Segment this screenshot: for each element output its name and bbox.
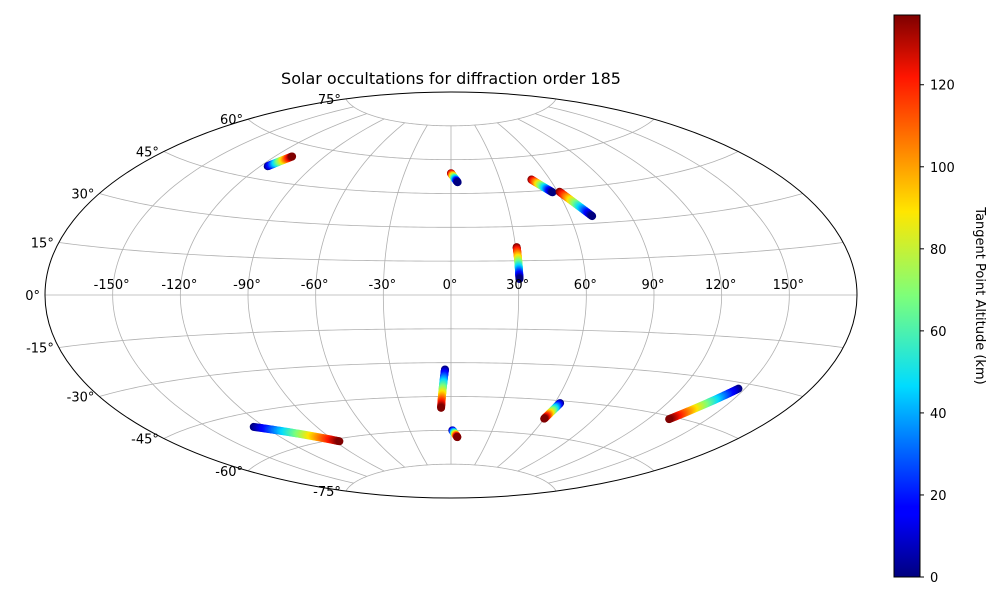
data-point — [540, 414, 549, 423]
latitude-tick-label: -60° — [215, 465, 243, 480]
occultation-track — [437, 365, 449, 412]
colorbar-tick-label: 80 — [930, 243, 947, 258]
colorbar-tick-label: 0 — [930, 571, 938, 586]
longitude-tick-labels: -150° -120° -90° -60° -30° 0° 30° 60° 90° 120° 150… — [94, 278, 804, 293]
data-point — [453, 178, 462, 187]
colorbar-tick-label: 20 — [930, 489, 947, 504]
data-point — [665, 415, 674, 424]
longitude-tick-label: 30° — [506, 278, 529, 293]
colorbar-tick-label: 120 — [930, 79, 955, 94]
latitude-tick-label: -45° — [131, 433, 159, 448]
colorbar-label: Tangent Point Altitude (km) — [972, 206, 987, 384]
data-point — [335, 437, 344, 446]
map-boundary — [44, 91, 858, 499]
colorbar-tick-label: 60 — [930, 325, 947, 340]
latitude-tick-label: -30° — [67, 391, 95, 406]
occultation-track — [555, 187, 597, 221]
data-points — [249, 152, 743, 446]
longitude-gridline — [474, 124, 520, 466]
longitude-gridline — [517, 118, 655, 472]
longitude-tick-label: 60° — [574, 278, 597, 293]
latitude-gridline — [345, 98, 557, 127]
occultation-track — [447, 169, 462, 187]
data-point — [453, 433, 462, 442]
chart-title: Solar occultations for diffraction order… — [281, 69, 621, 88]
latitude-tick-labels: 75° 60° 45° 30° 15° 0° -15° -30° -45° -60° -75° — [25, 93, 341, 500]
occultation-track — [512, 243, 524, 284]
longitude-tick-label: -90° — [233, 278, 261, 293]
longitude-tick-label: 120° — [705, 278, 736, 293]
occultation-track — [665, 384, 743, 424]
data-point — [437, 403, 446, 412]
latitude-gridline — [345, 463, 557, 492]
longitude-gridline — [112, 106, 354, 484]
data-point — [548, 188, 557, 197]
longitude-tick-label: 90° — [641, 278, 664, 293]
longitude-gridline — [382, 124, 428, 466]
latitude-tick-label: 60° — [220, 113, 243, 128]
latitude-tick-label: 15° — [31, 236, 54, 251]
longitude-tick-label: -150° — [94, 278, 130, 293]
colorbar-tick-label: 40 — [930, 407, 947, 422]
longitude-gridline — [535, 113, 723, 477]
longitude-gridline — [315, 122, 406, 468]
latitude-tick-label: -15° — [26, 342, 54, 357]
data-point — [515, 275, 524, 284]
latitude-tick-label: 45° — [136, 145, 159, 160]
occultation-track — [249, 422, 344, 446]
longitude-gridline — [247, 118, 385, 472]
latitude-tick-label: 30° — [71, 188, 94, 203]
colorbar — [893, 14, 921, 578]
data-point — [288, 152, 297, 161]
latitude-tick-label: -75° — [313, 485, 341, 500]
latitude-tick-label: 0° — [25, 289, 40, 304]
occultation-track — [527, 175, 557, 197]
longitude-tick-label: -60° — [301, 278, 329, 293]
longitude-tick-label: -120° — [161, 278, 197, 293]
longitude-tick-label: 0° — [443, 278, 458, 293]
map-grid — [45, 98, 857, 492]
occultation-track — [448, 426, 462, 442]
colorbar-tick-label: 100 — [930, 161, 955, 176]
longitude-tick-label: -30° — [368, 278, 396, 293]
data-point — [588, 212, 597, 221]
latitude-tick-label: 75° — [318, 93, 341, 108]
colorbar-ticks: 0 20 40 60 80 100 120 — [920, 79, 955, 586]
longitude-gridline — [548, 106, 790, 484]
longitude-tick-label: 150° — [773, 278, 804, 293]
occultation-track — [263, 152, 297, 171]
occultation-track — [540, 399, 565, 423]
